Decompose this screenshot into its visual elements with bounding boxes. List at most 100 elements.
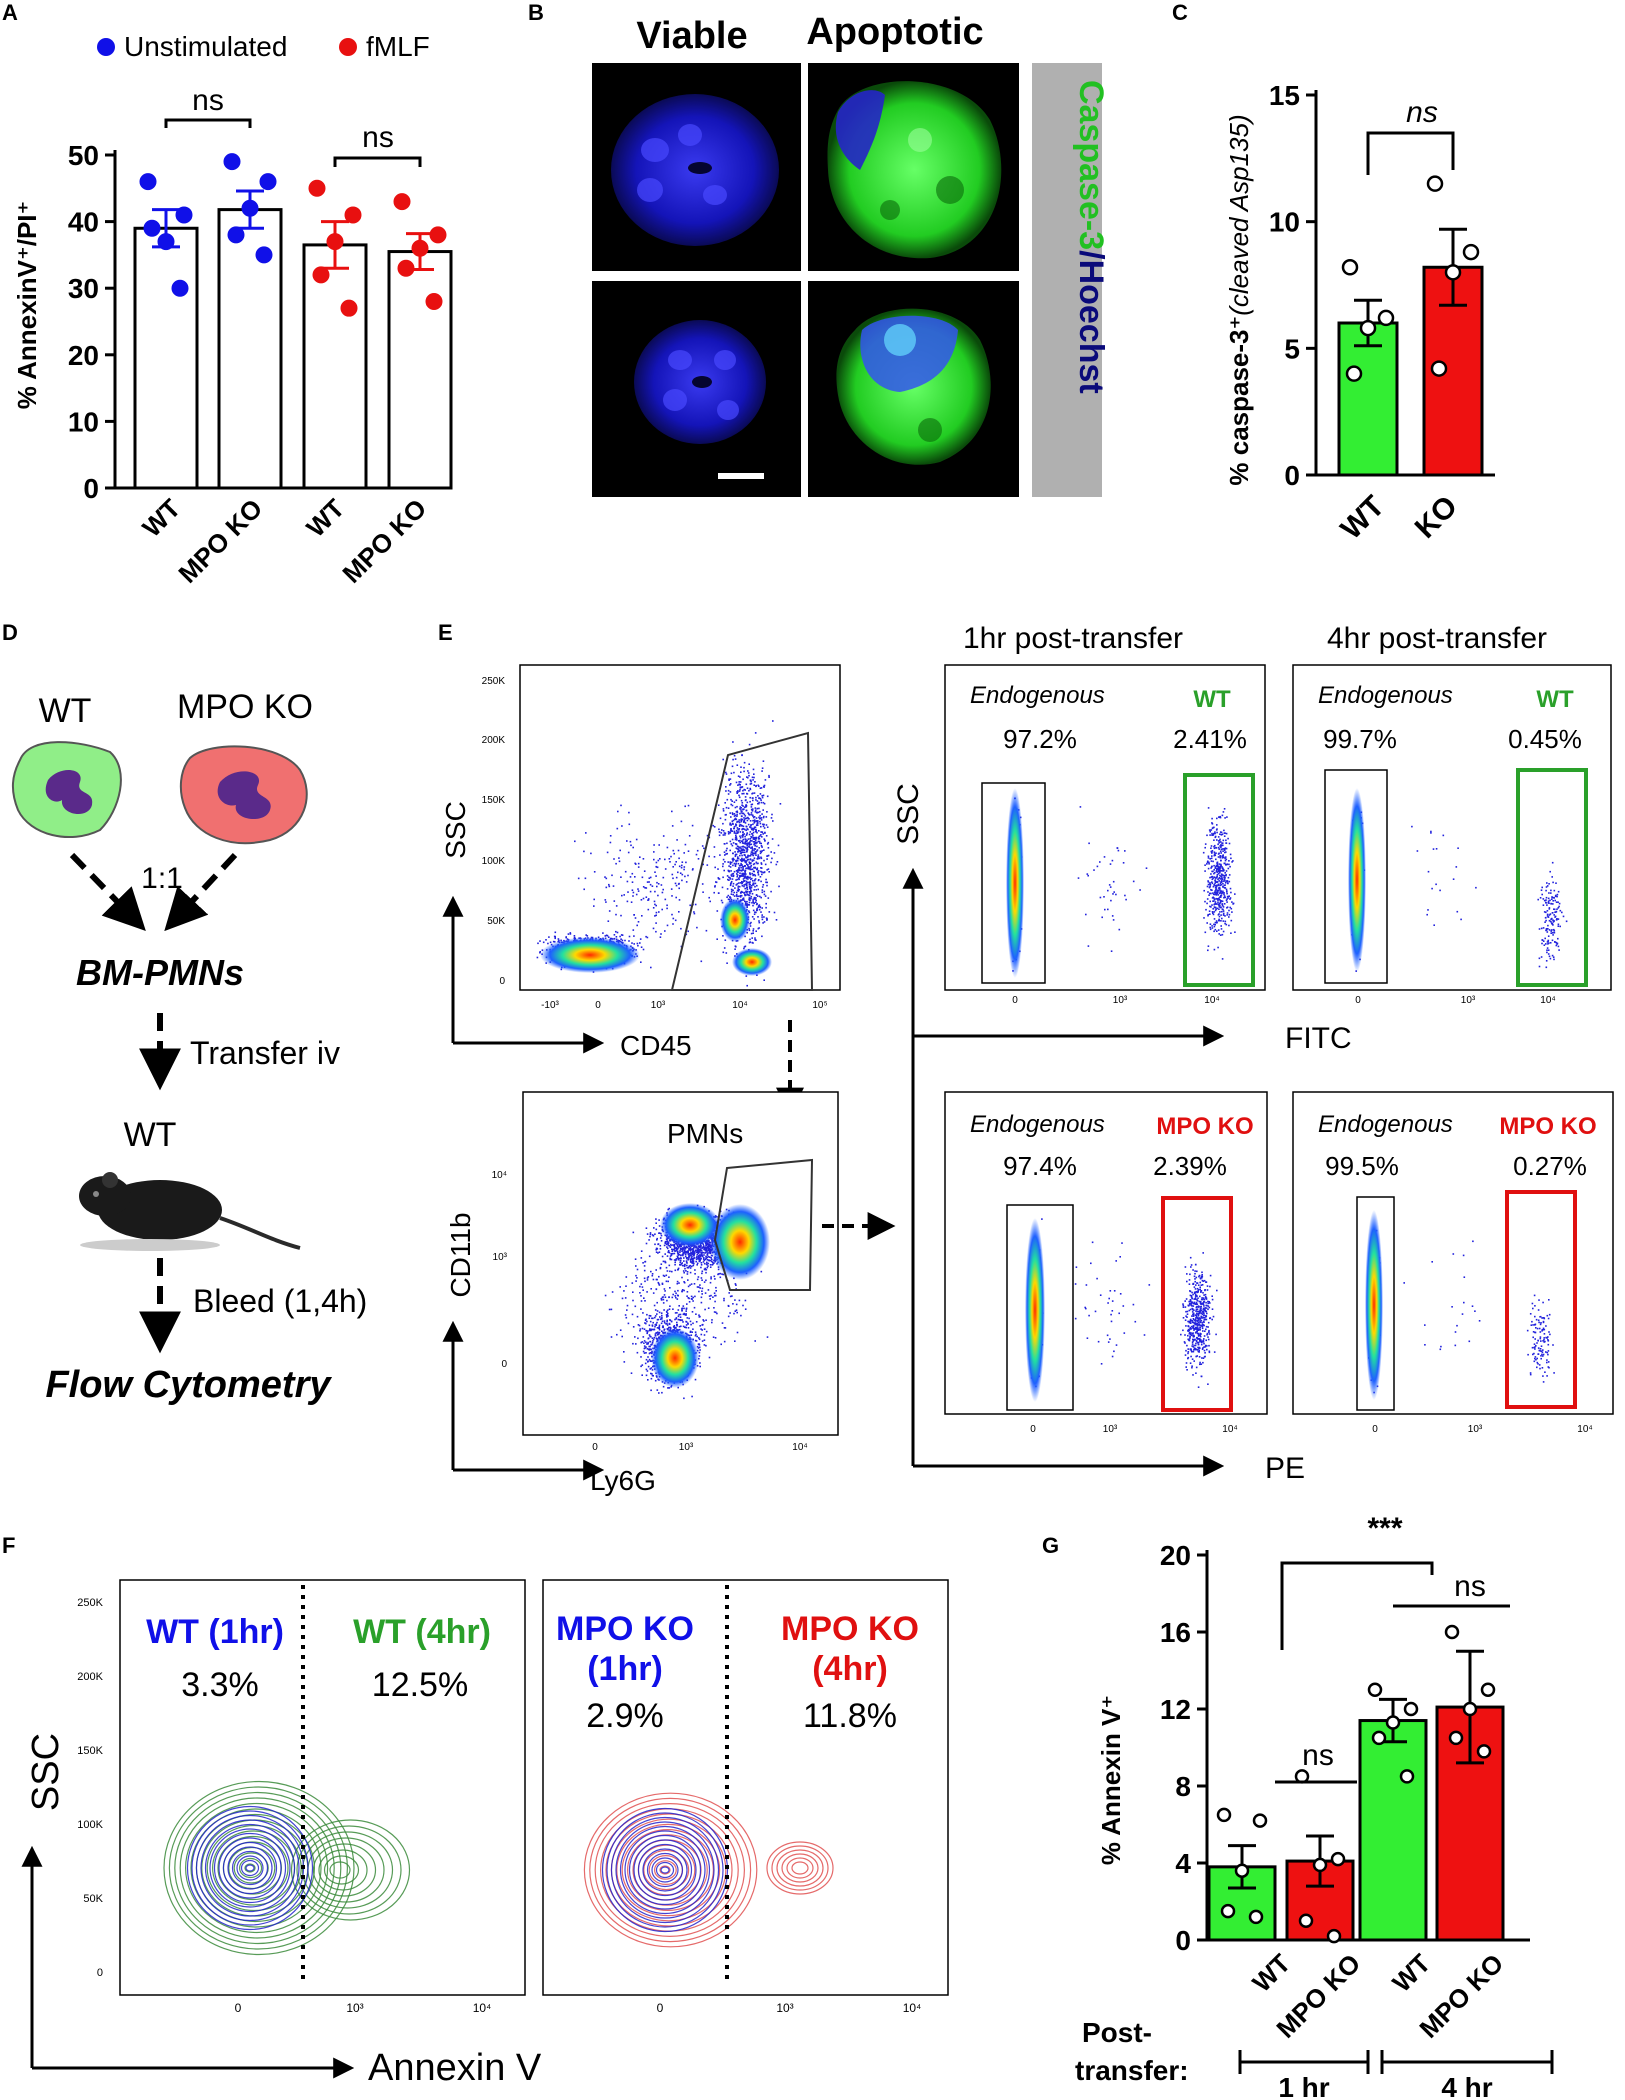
event-dot: [735, 884, 738, 886]
event-dot: [696, 1251, 698, 1253]
event-dot: [652, 1340, 654, 1342]
event-dot: [722, 834, 725, 836]
data-point: [143, 219, 161, 237]
event-dot: [688, 1248, 690, 1251]
event-dot: [618, 857, 620, 859]
event-dot: [700, 1247, 702, 1249]
event-dot: [678, 1253, 681, 1256]
event-dot: [752, 823, 754, 826]
event-dot: [735, 811, 738, 813]
event-dot: [641, 915, 643, 917]
event-dot: [661, 1391, 663, 1394]
event-dot: [751, 916, 754, 918]
event-dot: [696, 1345, 699, 1348]
event-dot: [655, 875, 657, 877]
event-dot: [666, 1324, 669, 1326]
y-tick-label: 0: [1284, 460, 1300, 491]
bm-pmns-label: BM-PMNs: [76, 952, 244, 993]
event-dot: [763, 827, 766, 829]
event-dot: [642, 948, 645, 951]
event-dot: [648, 1334, 651, 1336]
event-dot: [693, 912, 696, 915]
event-dot: [708, 1244, 710, 1247]
schematic-wt-label: WT: [39, 692, 92, 730]
event-dot: [701, 1255, 704, 1258]
event-dot: [742, 867, 744, 870]
event-dot: [751, 851, 753, 854]
event-dot: [761, 846, 763, 848]
event-dot: [759, 822, 762, 825]
event-dot: [554, 935, 556, 938]
event-dot: [739, 831, 742, 833]
event-dot: [675, 884, 678, 887]
event-dot: [733, 870, 736, 873]
event-dot: [746, 819, 749, 822]
y-tick-label: 40: [68, 207, 99, 238]
event-dot: [709, 1264, 712, 1266]
event-dot: [727, 807, 730, 809]
event-dot: [709, 1250, 712, 1252]
event-dot: [756, 858, 759, 860]
event-dot: [705, 1248, 708, 1251]
event-dot: [738, 820, 740, 823]
event-dot: [678, 865, 681, 868]
event-dot: [648, 1239, 650, 1241]
event-dot: [722, 951, 725, 954]
event-dot: [682, 1252, 684, 1255]
event-dot: [759, 810, 761, 813]
event-dot: [732, 889, 734, 892]
event-dot: [751, 848, 754, 850]
event-dot: [653, 1227, 655, 1229]
event-dot: [647, 1356, 649, 1358]
event-dot: [735, 824, 738, 826]
event-dot: [751, 859, 753, 862]
event-dot: [706, 834, 709, 837]
event-dot: [736, 847, 738, 850]
event-dot: [655, 911, 658, 914]
event-dot: [744, 900, 746, 903]
event-dot: [649, 1345, 651, 1348]
event-dot: [762, 884, 765, 886]
event-dot: [656, 1389, 659, 1391]
event-dot: [724, 832, 727, 835]
event-dot: [646, 1342, 649, 1345]
event-dot: [629, 840, 632, 843]
event-dot: [741, 869, 744, 871]
event-dot: [760, 819, 763, 821]
event-dot: [745, 890, 747, 893]
event-dot: [722, 758, 724, 761]
event-dot: [615, 905, 618, 907]
event-dot: [661, 1316, 663, 1319]
event-dot: [731, 804, 734, 807]
event-dot: [711, 1258, 713, 1261]
event-dot: [687, 1253, 690, 1256]
event-dot: [632, 895, 634, 897]
event-dot: [690, 1257, 693, 1259]
event-dot: [750, 921, 752, 924]
event-dot: [714, 1337, 717, 1339]
event-dot: [736, 810, 738, 813]
apoptotic-cell-1: [827, 81, 1002, 259]
event-dot: [705, 1251, 707, 1254]
event-dot: [655, 930, 657, 933]
event-dot: [671, 895, 673, 897]
event-dot: [743, 819, 746, 821]
event-dot: [757, 927, 760, 930]
event-dot: [747, 770, 749, 772]
event-dot: [661, 891, 664, 894]
event-dot: [687, 874, 689, 877]
event-dot: [537, 942, 539, 945]
event-dot: [692, 1258, 695, 1260]
event-dot: [643, 1345, 646, 1347]
event-dot: [731, 878, 734, 880]
event-dot: [569, 933, 572, 935]
event-dot: [662, 888, 664, 891]
event-dot: [609, 835, 612, 837]
event-dot: [739, 896, 742, 898]
event-dot: [755, 894, 758, 896]
apoptotic-cell-2: [836, 308, 991, 465]
event-dot: [754, 867, 756, 869]
event-dot: [647, 1341, 649, 1344]
event-dot: [675, 1318, 677, 1320]
event-dot: [738, 868, 740, 870]
